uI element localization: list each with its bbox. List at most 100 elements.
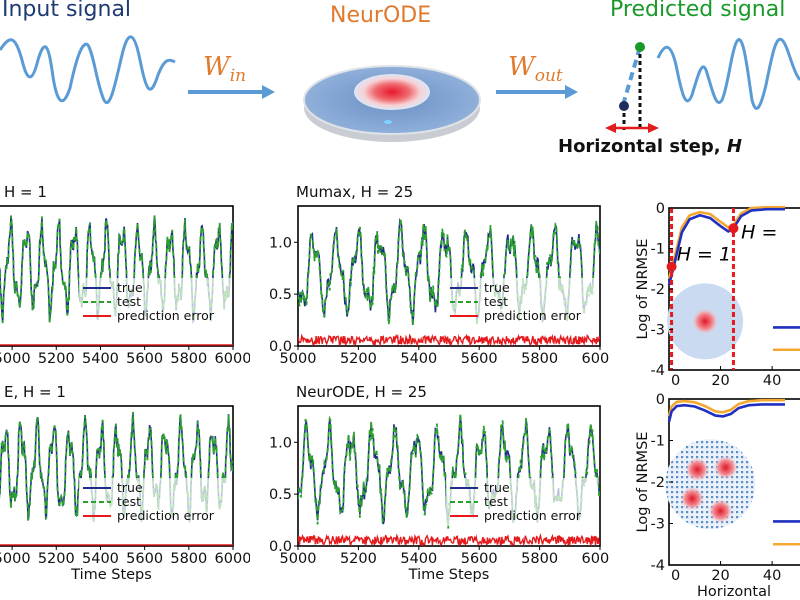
x-tick-label: 5800 [170,551,207,567]
marker-label-h1: H = 1 [677,244,731,266]
x-tick-label: 0 [671,373,680,389]
x-tick-label: 20 [711,568,729,584]
x-tick-label: 5400 [82,551,119,567]
x-tick-label: 5000 [0,351,31,367]
marker-point-0 [666,261,677,272]
x-tick-label: 6000 [582,351,610,367]
legend-label-1: test [484,494,508,509]
w-in-arrowhead [262,85,275,99]
series-test-line [298,218,600,326]
legend-label-2: prediction error [484,308,582,323]
y-tick-label: 0.0 [269,339,292,355]
legend-label-0: true [484,480,510,495]
panel-c-title: E, H = 1 [4,383,66,401]
panel-a-title: H = 1 [4,183,47,201]
step-arrowhead-right [648,123,659,133]
y-tick-label: 1.0 [269,235,292,251]
y-tick-label: -2 [651,475,665,491]
x-tick-label: 5200 [38,351,75,367]
y-tick-label: -2 [651,282,665,298]
y-tick-label: -3 [651,323,665,339]
w-out-label: Wout [508,52,563,87]
marker-point-1 [728,223,739,234]
x-axis-label: Horizontal [697,584,771,600]
nrmse-blue-curve [667,403,785,423]
marker-label-h25: H = [741,221,777,243]
y-tick-label: -1 [651,242,665,258]
inset-red-spot-0 [685,457,710,482]
y-tick-label: 0 [656,392,665,408]
y-tick-label: 0.5 [269,487,292,503]
x-tick-label: 5600 [461,551,498,567]
x-tick-label: 5800 [170,351,207,367]
x-tick-label: 5400 [400,551,437,567]
x-axis-label: Time Steps [70,567,152,583]
nrmse-panel-top: H = 1 H = 0 -1 -2 -3 -4 0 20 40 Log of NRMSE [635,201,800,389]
x-tick-label: 5600 [461,351,498,367]
nrmse-panel-bottom: 0 -1 -2 -3 -4 0 20 40 Log of NRMSE Horizontal [635,392,800,600]
legend-label-2: prediction error [484,508,582,523]
legend-label-0: true [484,280,510,295]
legend-box [446,478,598,526]
nrmse-orange-curve [667,205,785,280]
y-axis-label: Log of NRMSE [635,239,651,340]
step-arrowhead-left [605,123,616,133]
input-point [619,101,629,111]
x-tick-label: 5800 [521,551,558,567]
neurode-label: NeurODE [330,3,432,28]
horizontal-step-label: Horizontal step, H [558,136,742,157]
x-tick-label: 5200 [340,551,377,567]
neurode-disk [303,65,481,142]
legend-label-2: prediction error [117,308,215,323]
x-tick-label: 5200 [38,551,75,567]
plot-series-group [298,217,600,346]
inset-red-spot-2 [680,486,705,511]
legend-box [79,478,231,526]
nrmse-blue-curve [667,207,785,286]
x-tick-label: 5400 [82,351,119,367]
series-error-line [298,333,600,346]
legend-label-1: test [117,294,141,309]
series-error-line [298,533,600,546]
x-tick-label: 20 [711,373,729,389]
input-signal-label: Input signal [2,0,132,22]
predicted-point [635,42,645,52]
legend-label-0: true [117,480,143,495]
x-tick-label: 5000 [0,551,31,567]
legend-label-1: test [117,494,141,509]
x-tick-label: 5400 [400,351,437,367]
x-tick-label: 40 [763,568,781,584]
panel-d-title: NeurODE, H = 25 [296,383,427,401]
y-axis-label: Log of NRMSE [635,432,651,533]
legend-box [446,278,598,326]
y-tick-label: -1 [651,434,665,450]
x-tick-label: 40 [763,373,781,389]
x-tick-label: 0 [671,568,680,584]
legend-box [79,278,231,326]
y-tick-label: -4 [651,558,665,574]
x-tick-label: 6000 [215,551,250,567]
y-tick-label: -3 [651,517,665,533]
y-tick-label: 0.0 [269,539,292,555]
x-tick-label: 5000 [280,351,317,367]
x-tick-label: 5800 [521,351,558,367]
x-tick-label: 6000 [582,551,610,567]
y-tick-label: 1.0 [269,435,292,451]
x-tick-label: 5000 [280,551,317,567]
legend-label-2: prediction error [117,508,215,523]
predicted-signal-label: Predicted signal [610,0,786,22]
predicted-signal-wave [656,37,800,110]
inset-red-spot-1 [713,455,738,480]
input-signal-wave [0,35,176,104]
x-tick-label: 6000 [215,351,250,367]
x-tick-label: 5600 [126,551,163,567]
w-out-arrowhead [565,85,578,99]
top-schematic [0,35,800,142]
y-tick-label: 0 [656,201,665,217]
legend-label-0: true [117,280,143,295]
x-axis-label: Time Steps [408,567,490,583]
x-tick-label: 5200 [340,351,377,367]
